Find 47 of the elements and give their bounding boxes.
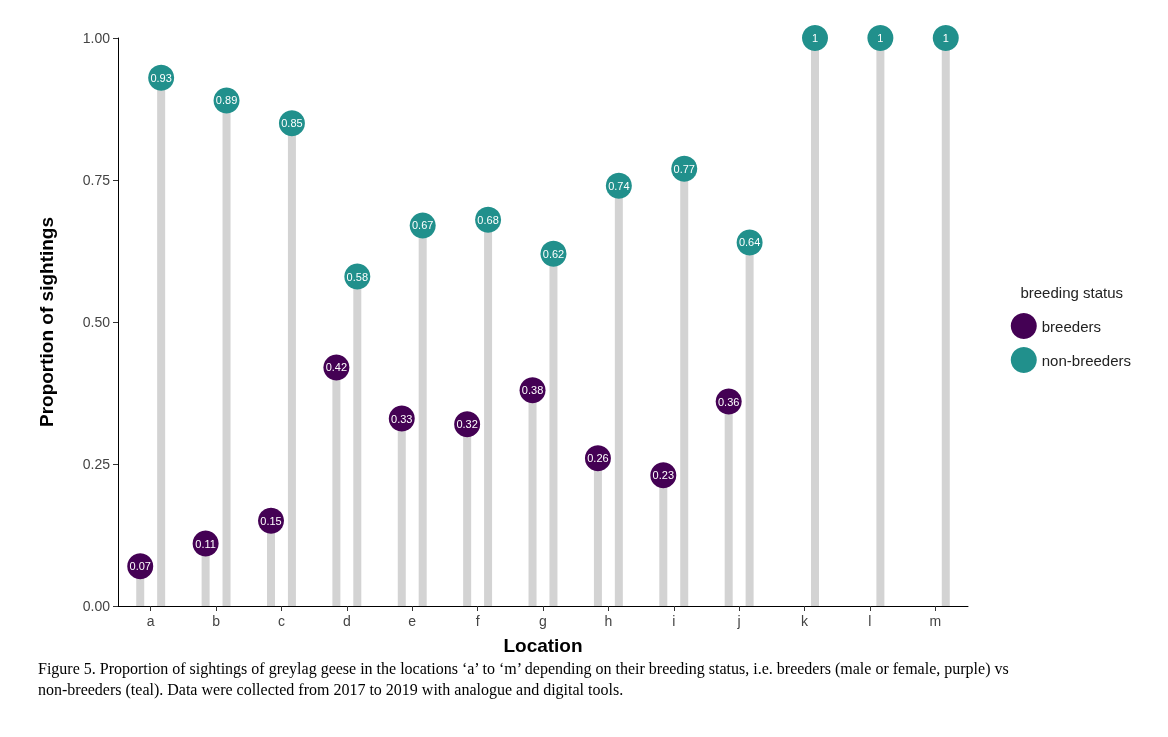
data-label: 0.33: [391, 412, 413, 425]
x-axis-title: Location: [503, 635, 583, 656]
x-tick-label: k: [801, 613, 810, 629]
x-tick-label: b: [212, 613, 221, 629]
y-tick-label: 1.00: [82, 30, 111, 46]
data-label: 0.23: [652, 469, 675, 482]
y-axis-title: Proportion of sightings: [36, 216, 57, 428]
legend-label: breeders: [1041, 317, 1101, 335]
y-tick-label: 0.00: [82, 598, 111, 614]
data-label: 0.36: [717, 395, 740, 408]
data-label: 1: [811, 32, 819, 44]
data-label: 0.85: [281, 117, 303, 130]
legend-title: breeding status: [1020, 284, 1124, 301]
x-tick-label: d: [342, 613, 351, 629]
data-label: 0.07: [129, 560, 151, 573]
data-label: 0.74: [608, 179, 630, 192]
data-label: 0.77: [673, 162, 695, 175]
data-label: 1: [942, 32, 949, 44]
caption: Figure 5. Proportion of sightings of greylag geese in the locations ‘a’ to ‘m’ depending on their breeding status, i.e. breeders (male or female, purple) vs non-breeders (teal). Data were collected from 2017 to 2019 with analogue and digital tools.: [38, 660, 1013, 699]
x-tick-label: h: [604, 613, 613, 629]
x-tick-label: c: [277, 613, 285, 629]
x-tick-label: l: [868, 613, 872, 629]
data-label: 0.67: [411, 219, 434, 232]
x-tick-label: j: [736, 613, 741, 629]
data-label: 0.15: [260, 514, 282, 527]
x-tick-label: f: [475, 613, 480, 629]
data-label: 0.68: [477, 213, 499, 226]
x-tick-label: g: [539, 613, 547, 629]
x-tick-label: e: [408, 613, 417, 629]
data-label: 0.64: [738, 236, 761, 249]
legend-label: non-breeders: [1041, 351, 1132, 369]
data-label: 0.89: [215, 94, 238, 107]
data-label: 0.62: [542, 247, 565, 260]
data-label: 0.32: [456, 418, 478, 431]
x-tick-label: m: [929, 613, 942, 629]
x-tick-label: a: [146, 613, 155, 629]
data-label: 0.58: [346, 270, 369, 283]
y-tick-label: 0.50: [82, 314, 111, 330]
data-label: 0.26: [587, 452, 609, 465]
x-tick-label: i: [672, 613, 676, 629]
y-tick-label: 0.75: [82, 172, 111, 188]
data-label: 0.11: [195, 537, 216, 550]
data-label: 0.42: [325, 361, 348, 374]
data-label: 1: [877, 32, 884, 44]
data-label: 0.38: [521, 384, 544, 397]
y-tick-label: 0.25: [82, 456, 111, 472]
data-label: 0.93: [150, 71, 172, 84]
